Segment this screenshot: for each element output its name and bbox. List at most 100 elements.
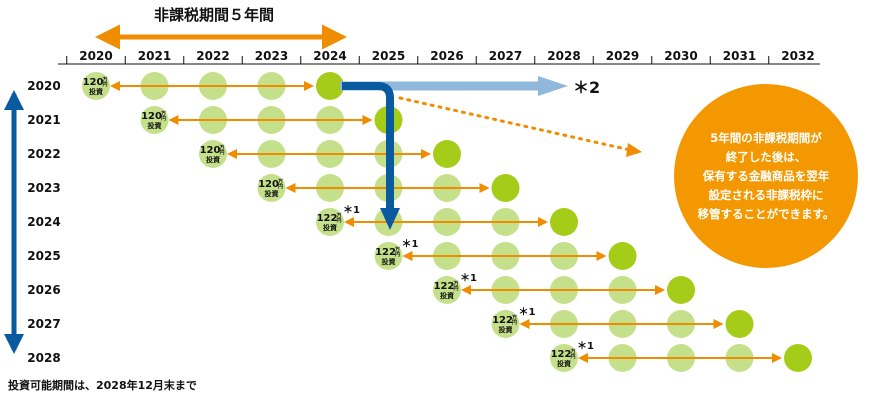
investment-amount: 120 [200, 145, 221, 156]
investment-label: 投資 [323, 223, 337, 232]
top-year-label: 2020 [79, 49, 112, 63]
investment-unit: 円 [570, 353, 575, 360]
investment-circle [316, 208, 344, 236]
investment-unit: 万 [101, 76, 107, 83]
investment-unit: 円 [219, 149, 224, 156]
investment-unit: 円 [512, 319, 517, 326]
investment-label: 投資 [265, 189, 279, 198]
investment-circle [140, 106, 169, 134]
investment-unit: 円 [278, 183, 283, 190]
callout-bubble: 5年間の非課税期間が終了した後は、保有する金融商品を翌年設定される非課税枠に移管… [674, 84, 858, 268]
title-group: 非課税期間５年間 [95, 6, 347, 50]
left-year-label: 2023 [27, 181, 60, 195]
investment-circle [550, 344, 578, 372]
investment-amount: 122 [317, 213, 338, 224]
investment-amount: 122 [492, 315, 513, 326]
callout-line: 保有する金融商品を翌年 [702, 169, 830, 183]
footnote-mark-1: ＊1 [343, 204, 360, 216]
left-year-label: 2021 [27, 113, 60, 127]
top-year-label: 2028 [547, 49, 580, 63]
investment-amount: 120 [258, 179, 279, 190]
title: 非課税期間５年間 [154, 6, 274, 24]
rollover-arrow [342, 82, 400, 230]
investment-amount: 122 [551, 349, 572, 360]
final-year-circle [433, 140, 461, 168]
investment-circle [82, 72, 110, 100]
top-year-label: 2023 [255, 49, 288, 63]
top-year-label: 2027 [489, 49, 522, 63]
left-year-label: 2022 [27, 147, 60, 161]
final-year-circle [725, 310, 754, 338]
investment-unit: 万 [277, 178, 283, 185]
investment-circle [374, 242, 403, 270]
top-year-label: 2022 [196, 49, 229, 63]
left-year-label: 2025 [27, 249, 60, 263]
footnote-mark-1: ＊1 [519, 306, 536, 318]
investment-unit: 円 [161, 115, 166, 122]
footer-note: 投資可能期間は、2028年12月末まで [8, 378, 197, 392]
investment-amount: 120 [141, 111, 162, 122]
callout-line: 移管することができます。 [698, 207, 835, 221]
investment-circle [199, 140, 227, 168]
investment-unit: 円 [336, 217, 341, 224]
final-year-circle [784, 344, 812, 372]
investment-label: 投資 [148, 121, 162, 130]
top-year-label: 2032 [781, 49, 814, 63]
investment-unit: 万 [511, 314, 517, 321]
investment-unit: 万 [394, 246, 400, 253]
investment-label: 投資 [557, 359, 571, 368]
final-year-circle [667, 276, 695, 304]
investment-label: 投資 [440, 291, 454, 300]
investment-unit: 万 [218, 144, 224, 151]
callout-line: 終了した後は、 [726, 150, 807, 164]
top-year-label: 2021 [138, 49, 171, 63]
investment-circle [491, 310, 520, 338]
investment-amount: 122 [375, 247, 396, 258]
footnote-mark-1: ＊1 [402, 238, 419, 250]
footnote-mark-1: ＊1 [460, 272, 477, 284]
left-year-label: 2026 [27, 283, 60, 297]
final-year-circle [608, 242, 637, 270]
investment-circle [433, 276, 461, 304]
top-year-label: 2025 [372, 49, 405, 63]
left-year-label: 2020 [27, 79, 60, 93]
final-year-circle [550, 208, 578, 236]
dotted-arrow [398, 96, 642, 157]
top-year-label: 2031 [723, 49, 756, 63]
footnote-mark-2: ＊2 [573, 78, 600, 97]
footnote-mark-1: ＊1 [577, 340, 594, 352]
investment-circle [257, 174, 286, 202]
investment-unit: 万 [452, 280, 458, 287]
investment-label: 投資 [382, 257, 396, 266]
top-year-label: 2026 [430, 49, 463, 63]
investment-amount: 120 [83, 77, 104, 88]
top-year-label: 2029 [606, 49, 639, 63]
callout-line: 設定される非課税枠に [709, 188, 824, 202]
investment-label: 投資 [89, 87, 103, 96]
left-year-label: 2024 [27, 215, 60, 229]
left-year-axis: 2020 2021 2022 2023 2024 2025 2026 2027 2028 [27, 79, 60, 365]
investment-unit: 万 [335, 212, 341, 219]
left-year-label: 2028 [27, 351, 60, 365]
top-year-label: 2030 [664, 49, 697, 63]
investment-unit: 円 [102, 81, 107, 88]
investment-amount: 122 [434, 281, 455, 292]
investment-label: 投資 [499, 325, 513, 334]
left-year-label: 2027 [27, 317, 60, 331]
top-year-axis: 2020 2021 2022 2023 2024 2025 2026 2027 2028 2029… [66, 49, 815, 64]
investment-unit: 万 [160, 110, 166, 117]
top-year-label: 2024 [313, 49, 346, 63]
final-year-circle [491, 174, 520, 202]
investment-unit: 円 [453, 285, 458, 292]
